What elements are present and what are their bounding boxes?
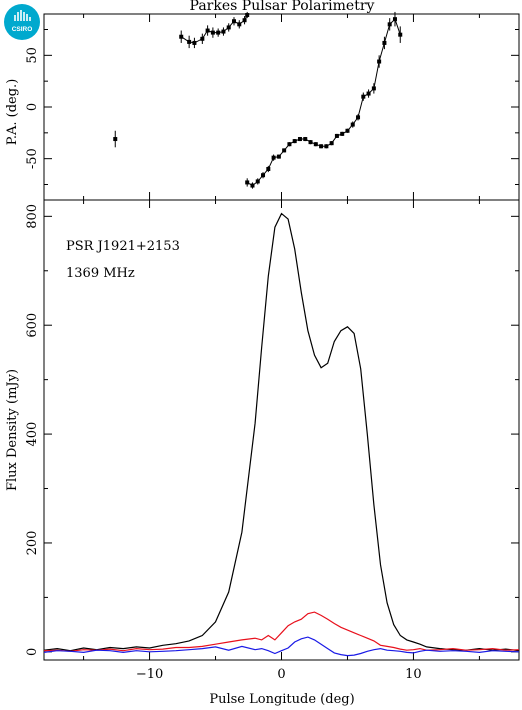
flux-y-tick-label: 200 [25, 531, 40, 556]
pa-data-point [366, 91, 371, 96]
pa-data-point [245, 180, 250, 185]
flux-y-axis-label: Flux Density (mJy) [5, 369, 20, 491]
pa-series-line [246, 18, 401, 187]
flux-y-tick-label: 0 [25, 648, 40, 656]
pa-data-point [387, 22, 392, 27]
pa-data-point [356, 115, 361, 120]
pa-data-point [276, 154, 281, 159]
pa-y-tick-labels: -50 0 50 [25, 47, 40, 169]
pa-data-point [237, 22, 242, 27]
flux-y-tick-label: 800 [25, 204, 40, 229]
pa-data-point [334, 133, 339, 138]
pa-data-point [392, 17, 397, 22]
pa-data-point [361, 94, 366, 99]
flux-panel: 0 200 400 600 800 −10 0 10 PSR J1921+2153 1369… [5, 199, 520, 707]
pa-data-point [232, 19, 236, 24]
pa-data-point [216, 30, 221, 35]
pa-data-point [308, 140, 313, 145]
pa-panel: -50 0 50 P.A. (deg.) [5, 11, 520, 201]
pa-data-point [350, 122, 355, 127]
pa-data-point [179, 34, 184, 39]
csiro-logo-bars [14, 10, 31, 21]
frequency-annotation: 1369 MHz [66, 266, 135, 281]
flux-series-lines [43, 212, 520, 657]
pa-data-point [377, 59, 382, 64]
csiro-logo: CSIRO [4, 4, 40, 40]
csiro-logo-text: CSIRO [12, 26, 33, 33]
pa-panel-frame [43, 13, 520, 201]
pa-data-point [382, 40, 387, 45]
flux-x-tick-label: −10 [136, 667, 163, 682]
pa-data-point [297, 137, 302, 142]
csiro-logo-circle [4, 4, 40, 40]
chart-title: Parkes Pulsar Polarimetry [190, 0, 375, 14]
pa-data-point [266, 167, 271, 171]
pa-data-point [371, 86, 376, 91]
flux-x-tick-label: 10 [405, 667, 422, 682]
pa-data-point [187, 39, 192, 44]
pa-data-point [282, 148, 287, 153]
pa-data-point [345, 128, 350, 133]
pa-data-point [329, 141, 334, 146]
pa-data-point [324, 144, 329, 149]
pa-data-point [192, 40, 197, 45]
pa-data-point [292, 139, 297, 144]
pa-panel-ticks [44, 14, 519, 200]
pa-data-point [313, 142, 318, 147]
psr-name-annotation: PSR J1921+2153 [66, 239, 180, 254]
pa-y-tick-label: -50 [25, 148, 40, 169]
pa-data-point [250, 183, 255, 188]
pa-data-point [398, 32, 403, 37]
pa-data-point [319, 144, 324, 149]
pa-data-point [340, 131, 345, 136]
pa-data-point [303, 137, 308, 142]
flux-y-tick-labels: 0 200 400 600 800 [25, 204, 40, 656]
pa-y-tick-label: 0 [25, 103, 40, 111]
pa-data-point [226, 25, 231, 30]
pa-data-point [245, 13, 250, 18]
flux-series-line [43, 611, 520, 652]
pa-data-point [200, 36, 205, 41]
pa-data-point [221, 29, 226, 34]
pa-data-points [113, 11, 403, 189]
pa-data-point [210, 30, 215, 35]
flux-x-tick-labels: −10 0 10 [136, 667, 422, 682]
pa-data-point [205, 28, 210, 33]
pa-data-point [261, 173, 266, 178]
flux-x-tick-label: 0 [277, 667, 285, 682]
pa-series-line [180, 14, 248, 44]
pa-y-tick-label: 50 [25, 47, 40, 64]
pa-data-point [113, 137, 118, 142]
flux-series-line [43, 636, 520, 657]
flux-series-line [43, 212, 520, 652]
pa-data-point [242, 18, 247, 23]
pa-data-point [287, 142, 292, 147]
pa-y-axis-label: P.A. (deg.) [5, 79, 20, 146]
flux-y-tick-label: 600 [25, 313, 40, 338]
pa-data-point [271, 155, 276, 160]
pa-data-point [255, 179, 260, 184]
flux-x-axis-label: Pulse Longitude (deg) [209, 692, 354, 707]
flux-y-tick-label: 400 [25, 422, 40, 447]
